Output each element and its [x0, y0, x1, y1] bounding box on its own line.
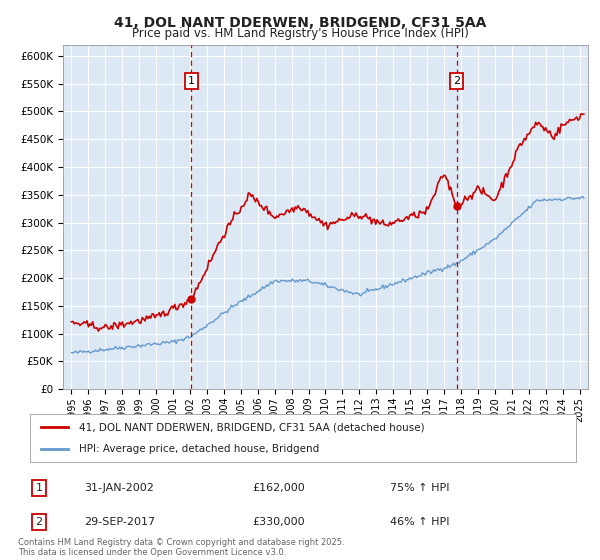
Text: 41, DOL NANT DDERWEN, BRIDGEND, CF31 5AA: 41, DOL NANT DDERWEN, BRIDGEND, CF31 5AA — [114, 16, 486, 30]
Text: 2: 2 — [453, 76, 460, 86]
Text: 31-JAN-2002: 31-JAN-2002 — [84, 483, 154, 493]
Text: Contains HM Land Registry data © Crown copyright and database right 2025.
This d: Contains HM Land Registry data © Crown c… — [18, 538, 344, 557]
Text: 2: 2 — [35, 517, 43, 527]
Text: 29-SEP-2017: 29-SEP-2017 — [84, 517, 155, 527]
Text: HPI: Average price, detached house, Bridgend: HPI: Average price, detached house, Brid… — [79, 444, 319, 454]
Text: 46% ↑ HPI: 46% ↑ HPI — [390, 517, 449, 527]
Text: 1: 1 — [188, 76, 195, 86]
Text: £162,000: £162,000 — [252, 483, 305, 493]
Text: 41, DOL NANT DDERWEN, BRIDGEND, CF31 5AA (detached house): 41, DOL NANT DDERWEN, BRIDGEND, CF31 5AA… — [79, 422, 425, 432]
Text: 1: 1 — [35, 483, 43, 493]
Text: £330,000: £330,000 — [252, 517, 305, 527]
Text: 75% ↑ HPI: 75% ↑ HPI — [390, 483, 449, 493]
Text: Price paid vs. HM Land Registry's House Price Index (HPI): Price paid vs. HM Land Registry's House … — [131, 27, 469, 40]
